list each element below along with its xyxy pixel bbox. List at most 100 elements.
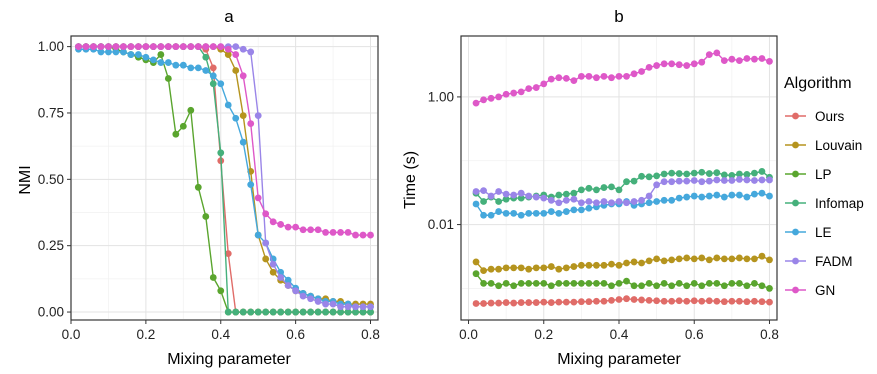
data-point-gn bbox=[352, 231, 359, 239]
data-point-lp bbox=[675, 279, 683, 287]
data-point-le bbox=[743, 193, 751, 201]
data-point-infomap bbox=[690, 169, 698, 177]
data-point-ours bbox=[675, 297, 683, 305]
data-point-gn bbox=[209, 43, 217, 51]
data-point-louvain bbox=[653, 255, 661, 263]
data-point-gn bbox=[653, 62, 661, 69]
data-point-le bbox=[555, 209, 563, 217]
data-point-fadm bbox=[472, 188, 480, 195]
data-point-gn bbox=[638, 68, 645, 75]
data-point-lp bbox=[510, 282, 518, 290]
data-point-lp bbox=[179, 122, 187, 130]
data-point-fadm bbox=[570, 195, 578, 203]
data-point-le bbox=[690, 192, 698, 200]
data-point-lp bbox=[758, 282, 766, 290]
data-point-lp bbox=[157, 51, 165, 58]
data-point-infomap bbox=[337, 308, 344, 316]
data-point-gn bbox=[525, 85, 533, 92]
data-point-lp bbox=[487, 279, 495, 287]
data-point-infomap bbox=[585, 184, 593, 192]
data-point-lp bbox=[638, 282, 645, 290]
data-point-fadm bbox=[683, 177, 691, 185]
data-point-fadm bbox=[510, 191, 518, 199]
legend-item-louvain: Louvain bbox=[785, 138, 862, 153]
data-point-ours bbox=[608, 296, 615, 304]
data-point-gn bbox=[608, 74, 615, 82]
data-point-louvain bbox=[224, 51, 232, 58]
data-point-le bbox=[698, 193, 706, 201]
data-point-louvain bbox=[615, 261, 623, 269]
data-point-fadm bbox=[593, 199, 600, 207]
data-point-fadm bbox=[540, 194, 548, 202]
data-point-fadm bbox=[562, 196, 570, 204]
data-point-infomap bbox=[277, 308, 285, 316]
data-point-ours bbox=[728, 297, 736, 305]
data-point-le bbox=[660, 196, 668, 204]
data-point-louvain bbox=[720, 255, 728, 263]
data-point-infomap bbox=[292, 308, 300, 316]
data-point-infomap bbox=[254, 308, 262, 316]
data-point-gn bbox=[120, 43, 127, 51]
data-point-louvain bbox=[585, 261, 593, 269]
data-point-le bbox=[585, 204, 593, 212]
data-point-ours bbox=[751, 297, 758, 305]
data-point-le bbox=[172, 61, 180, 69]
data-point-le bbox=[577, 206, 585, 214]
data-point-infomap bbox=[577, 186, 585, 194]
data-point-infomap bbox=[743, 171, 751, 178]
data-point-louvain bbox=[705, 256, 713, 264]
legend-label: Ours bbox=[815, 109, 845, 124]
data-point-ours bbox=[615, 296, 623, 303]
data-point-infomap bbox=[307, 308, 315, 316]
data-point-gn bbox=[164, 43, 172, 51]
panel-a-title: a bbox=[224, 7, 234, 26]
data-point-gn bbox=[262, 210, 270, 218]
data-point-fadm bbox=[254, 112, 262, 120]
data-point-le bbox=[194, 64, 202, 72]
data-point-gn bbox=[254, 194, 262, 202]
series-line-fadm bbox=[475, 178, 770, 204]
data-point-lp bbox=[751, 279, 758, 287]
data-point-lp bbox=[209, 274, 217, 281]
data-point-lp bbox=[593, 279, 600, 287]
data-point-gn bbox=[577, 72, 585, 80]
panel-b-x-tick-label: 0.6 bbox=[685, 327, 704, 342]
data-point-fadm bbox=[705, 177, 713, 185]
data-point-le bbox=[105, 48, 112, 56]
data-point-infomap bbox=[239, 308, 247, 316]
data-point-louvain bbox=[239, 112, 247, 120]
data-point-fadm bbox=[299, 292, 307, 300]
data-point-gn bbox=[487, 94, 495, 102]
series-line-le bbox=[78, 48, 371, 308]
data-point-louvain bbox=[758, 252, 766, 260]
legend: Algorithm Ours Louvain LP Infomap LE FADM GN bbox=[784, 75, 864, 298]
data-point-gn bbox=[532, 84, 540, 91]
data-point-le bbox=[284, 276, 292, 284]
data-point-le bbox=[127, 51, 135, 58]
panel-b-y-tick-label: 1.00 bbox=[428, 89, 454, 104]
panel-a-background bbox=[70, 35, 379, 321]
data-point-louvain bbox=[751, 255, 758, 263]
data-point-louvain bbox=[675, 255, 683, 263]
legend-key-point bbox=[792, 228, 799, 236]
data-point-lp bbox=[660, 279, 668, 287]
panel-b-y-axis-title: Time (s) bbox=[402, 151, 419, 209]
data-point-gn bbox=[660, 60, 668, 68]
data-point-fadm bbox=[675, 177, 683, 185]
data-point-gn bbox=[127, 43, 135, 51]
data-point-infomap bbox=[758, 168, 766, 175]
data-point-ours bbox=[743, 298, 751, 306]
panel-b: b Mixing parameter Time (s) 0.0 0.2 0.4 0.6… bbox=[402, 7, 779, 368]
data-point-gn bbox=[751, 55, 758, 63]
data-point-le bbox=[142, 53, 150, 61]
legend-item-gn: GN bbox=[785, 283, 835, 298]
data-point-louvain bbox=[540, 264, 548, 272]
data-point-fadm bbox=[367, 303, 374, 311]
data-point-gn bbox=[112, 43, 120, 51]
data-point-fadm bbox=[758, 176, 766, 184]
data-point-ours bbox=[495, 299, 503, 307]
data-point-gn bbox=[683, 62, 691, 69]
data-point-le bbox=[120, 48, 127, 56]
data-point-lp bbox=[194, 183, 202, 191]
data-point-le bbox=[157, 59, 165, 66]
